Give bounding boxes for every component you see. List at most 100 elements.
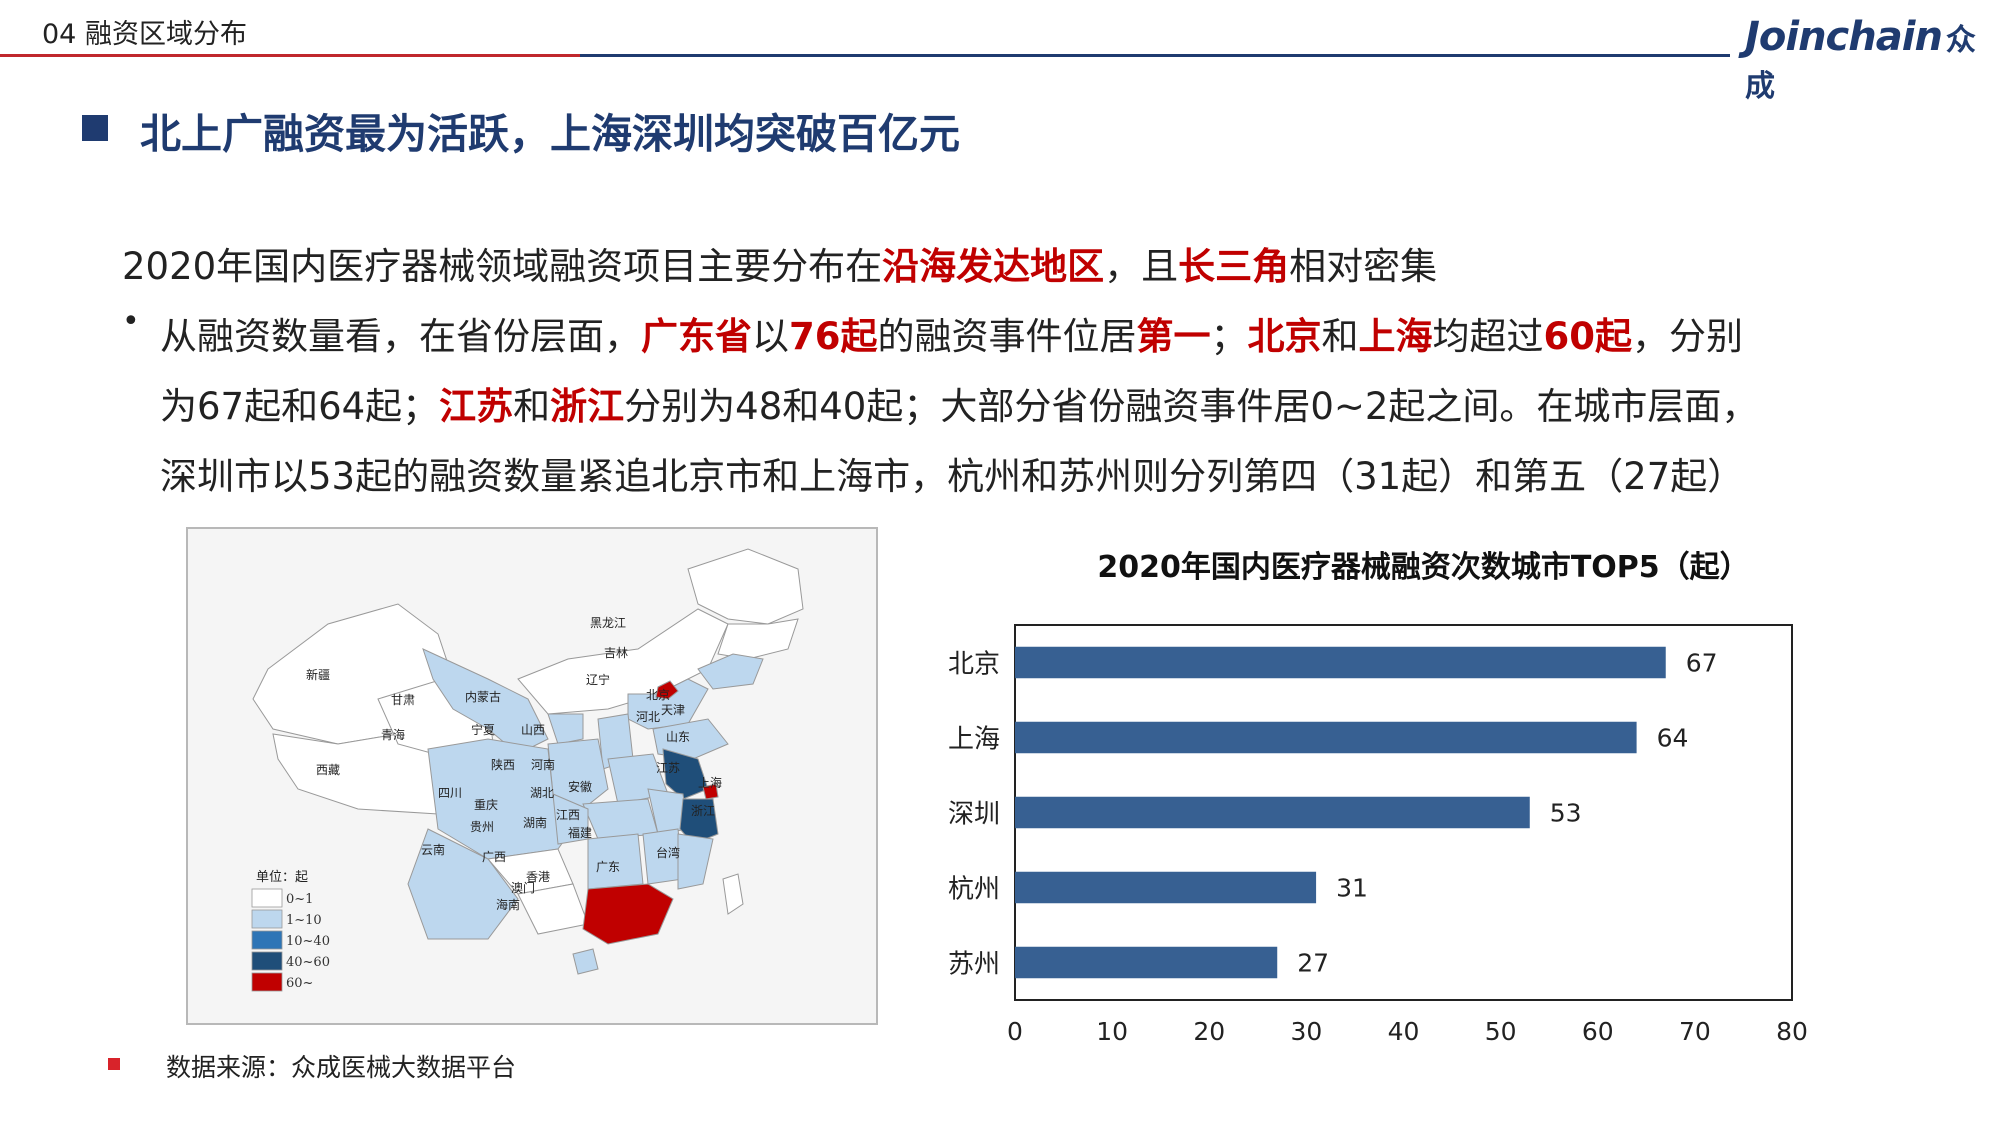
map-region-label: 新疆 <box>306 667 330 682</box>
bullet-highlight: 北京 <box>1247 315 1322 358</box>
map-region-label: 贵州 <box>470 820 494 834</box>
map-region <box>702 783 719 800</box>
bullet-text: 以 <box>752 315 789 358</box>
map-legend-label: 0~1 <box>286 892 313 907</box>
bullet-highlight: 60起 <box>1543 315 1633 358</box>
map-region-label: 天津 <box>661 703 685 717</box>
map-legend-label: 40~60 <box>286 955 330 970</box>
x-tick-label: 60 <box>1582 1017 1614 1046</box>
header-divider <box>0 54 1730 57</box>
map-region-label: 湖南 <box>523 815 547 830</box>
category-label: 上海 <box>948 725 1000 755</box>
map-region <box>697 653 764 690</box>
map-region-label: 台湾 <box>656 845 680 860</box>
map-region-label: 河南 <box>531 757 555 772</box>
map-legend-swatch <box>251 951 283 971</box>
header-divider-accent <box>0 54 580 57</box>
x-tick-label: 20 <box>1193 1017 1225 1046</box>
bar <box>1015 646 1666 679</box>
map-region <box>677 833 714 890</box>
map-region <box>655 680 679 700</box>
bullet-text: 分别为48和40起；大部分省份融资事件居0~2起之间。在城市层面， <box>624 385 1759 428</box>
map-region-label: 山东 <box>666 730 690 744</box>
x-tick-label: 10 <box>1096 1017 1128 1046</box>
headline-marker <box>82 115 108 141</box>
map-region-label: 甘肃 <box>391 693 415 707</box>
bullet-line-3: 深圳市以53起的融资数量紧追北京市和上海市，杭州和苏州则分列第四（31起）和第五… <box>160 455 1745 498</box>
bullet-highlight: 江苏 <box>439 385 514 428</box>
bullet-line-2: 为67起和64起；江苏和浙江分别为48和40起；大部分省份融资事件居0~2起之间… <box>160 376 1758 430</box>
category-label: 杭州 <box>948 875 1000 905</box>
map-region-label: 河北 <box>636 710 660 724</box>
intro-paragraph: 2020年国内医疗器械领域融资项目主要分布在沿海发达地区，且长三角相对密集 <box>122 236 1437 290</box>
map-legend-swatch <box>251 972 283 992</box>
map-legend-label: 1~10 <box>286 913 322 928</box>
bullet-highlight: 浙江 <box>550 385 625 428</box>
bullet-highlight: 上海 <box>1358 315 1433 358</box>
bar <box>1015 946 1278 979</box>
section-title: 04 融资区域分布 <box>42 19 247 50</box>
intro-text: 2020年国内医疗器械领域融资项目主要分布在 <box>122 245 883 288</box>
brand-logo: Joinchain 众成 <box>1745 14 2000 106</box>
category-label: 北京 <box>948 650 1000 680</box>
map-region <box>722 873 744 915</box>
chart-title: 2020年国内医疗器械融资次数城市TOP5（起） <box>1097 550 1749 585</box>
source-marker <box>108 1058 120 1070</box>
map-region-label: 山西 <box>521 723 545 737</box>
map-legend-label: 60~ <box>286 976 313 991</box>
map-region-label: 浙江 <box>691 804 715 818</box>
map-region-label: 广西 <box>482 850 506 864</box>
china-map-panel: 黑龙江 吉林 辽宁 新疆 甘肃 内蒙古 北京 天津 河北 宁夏 山西 青海 山东 陕西 河南 江苏 上海 西藏 四川… <box>186 527 878 1025</box>
bar-chart: 2020年国内医疗器械融资次数城市TOP5（起） 北京 67 上海 64 深圳 53 杭州 31… <box>948 550 1808 1046</box>
map-region-label: 江苏 <box>656 761 680 775</box>
logo-text: Joinchain <box>1745 14 1943 60</box>
bullet-highlight: 广东省 <box>641 315 752 358</box>
map-region-label: 黑龙江 <box>590 616 626 630</box>
bar <box>1015 796 1530 829</box>
map-region <box>687 548 804 625</box>
bullet-marker: • <box>122 304 140 339</box>
data-label: 67 <box>1686 649 1718 678</box>
bullet-highlight: 第一 <box>1136 315 1211 358</box>
map-region-label: 安徽 <box>568 779 592 794</box>
intro-text: 相对密集 <box>1289 245 1438 288</box>
bullet-text: 从融资数量看，在省份层面， <box>160 315 641 358</box>
category-label: 深圳 <box>948 800 1000 830</box>
intro-text: ，且 <box>1104 245 1179 288</box>
x-tick-label: 50 <box>1485 1017 1517 1046</box>
x-tick-label: 30 <box>1290 1017 1322 1046</box>
bullet-text: 均超过 <box>1432 315 1544 358</box>
map-region <box>662 748 709 800</box>
intro-highlight: 长三角 <box>1178 245 1290 288</box>
map-region-label: 湖北 <box>530 785 554 800</box>
map-region-label: 上海 <box>698 775 722 790</box>
logo-cn: 众成 <box>1745 23 1976 104</box>
map-region-label: 重庆 <box>474 798 498 812</box>
map-legend-label: 10~40 <box>286 934 330 949</box>
data-label: 64 <box>1657 724 1689 753</box>
map-region <box>652 718 729 760</box>
bullet-text: 和 <box>1321 315 1359 358</box>
map-region-label: 内蒙古 <box>465 689 501 704</box>
map-region-label: 广东 <box>596 860 620 874</box>
x-tick-label: 70 <box>1679 1017 1711 1046</box>
category-label: 苏州 <box>948 950 1000 980</box>
map-region-label: 云南 <box>421 842 445 857</box>
map-region-label: 宁夏 <box>471 722 495 737</box>
data-source: 数据来源：众成医械大数据平台 <box>166 1053 517 1082</box>
map-region-label: 西藏 <box>316 763 340 777</box>
map-region-label: 江西 <box>556 808 580 822</box>
bar <box>1015 871 1317 904</box>
x-tick-label: 0 <box>1007 1017 1023 1046</box>
map-region-label: 四川 <box>438 786 462 800</box>
map-region <box>407 828 519 940</box>
map-region-label: 海南 <box>496 897 520 912</box>
map-region-label: 青海 <box>381 727 405 742</box>
map-legend-swatch <box>251 888 283 908</box>
x-tick-label: 80 <box>1776 1017 1808 1046</box>
map-region-label: 香港 <box>526 870 550 884</box>
map-region <box>547 713 584 745</box>
headline: 北上广融资最为活跃，上海深圳均突破百亿元 <box>140 110 960 158</box>
map-legend-swatch <box>251 930 283 950</box>
